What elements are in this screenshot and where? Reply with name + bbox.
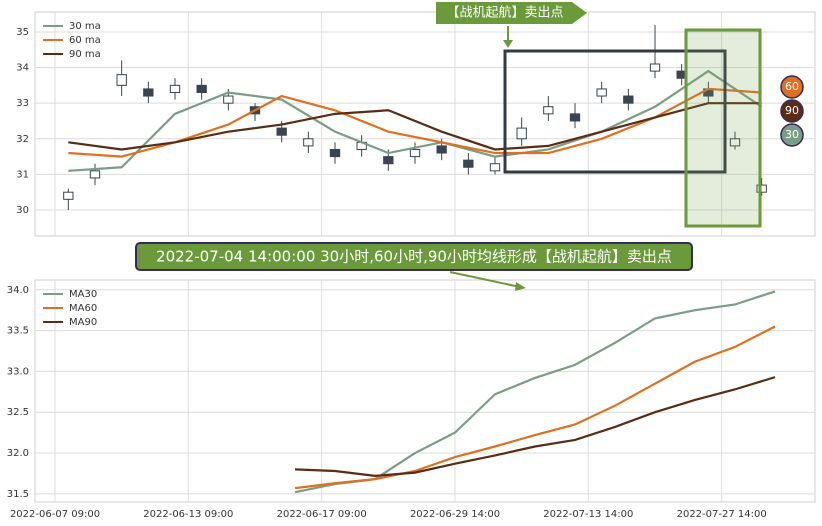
x-tick-label: 2022-06-29 14:00 [410, 509, 500, 520]
candle-body [223, 95, 234, 104]
candle-body [756, 184, 767, 193]
candle-body [196, 84, 207, 93]
candle-body [436, 145, 447, 154]
candle-body [383, 156, 394, 165]
annotation: 2022-07-04 14:00:00 30小时,60小时,90小时均线形成【战… [156, 248, 672, 266]
y-tick-label: 35 [16, 27, 29, 38]
x-tick-label: 2022-07-13 14:00 [543, 509, 633, 520]
y-tick-label: 31 [16, 169, 29, 180]
candle-body [516, 127, 527, 140]
y-tick-label: 32.5 [7, 407, 29, 418]
annotation: 【战机起航】卖出点 [446, 5, 563, 21]
plot-frame [34, 279, 816, 503]
candle-body [276, 127, 287, 136]
y-tick-label: 32 [16, 134, 29, 145]
legend-label: MA90 [69, 317, 97, 328]
candle-body [463, 159, 474, 168]
candle-body [729, 138, 741, 147]
candle-body [596, 88, 607, 97]
legend-label: MA30 [69, 289, 97, 300]
candle-body [543, 106, 554, 115]
ma-line [68, 69, 763, 172]
legend-label: 90 ma [69, 49, 101, 60]
ma-line [68, 87, 762, 158]
candle-body [143, 88, 154, 97]
candle-body [649, 63, 661, 72]
end-badge [780, 99, 804, 123]
banner [135, 242, 693, 271]
y-tick-label: 33.5 [7, 326, 29, 337]
x-tick-label: 2022-07-27 14:00 [677, 509, 767, 520]
x-tick-label: 2022-06-13 09:00 [143, 509, 233, 520]
candle-body [489, 163, 501, 172]
plot-frame [34, 11, 816, 237]
highlight-box [684, 28, 762, 228]
ma-line [294, 376, 776, 477]
x-tick-label: 2022-06-17 09:00 [277, 509, 367, 520]
y-tick-label: 34 [16, 63, 29, 74]
candle-body [329, 148, 341, 158]
candle-body [116, 74, 127, 86]
end-label: 90 [785, 104, 799, 117]
end-label: 30 [785, 128, 799, 141]
candle-body [409, 148, 421, 158]
candle-body [63, 191, 74, 200]
banner [436, 2, 587, 24]
ma-line [294, 325, 776, 490]
end-badge [780, 75, 804, 99]
y-tick-label: 33 [16, 98, 29, 109]
legend-label: 60 ma [69, 35, 101, 46]
ma-line [68, 102, 762, 151]
y-tick-label: 32.0 [7, 448, 29, 459]
legend-label: 30 ma [69, 21, 101, 32]
y-tick-label: 30 [16, 205, 29, 216]
highlight-box [503, 49, 727, 174]
arrow [503, 40, 513, 48]
end-badge [780, 123, 804, 147]
candle-body [623, 95, 634, 104]
arrow [449, 271, 521, 288]
y-tick-label: 34.0 [7, 285, 29, 296]
y-tick-label: 33.0 [7, 366, 29, 377]
x-tick-label: 2022-06-07 09:00 [10, 509, 100, 520]
ma-line [294, 290, 776, 494]
candle-body [169, 84, 181, 93]
legend-label: MA60 [69, 303, 97, 314]
candle-body [569, 113, 581, 122]
candle-body [303, 138, 314, 147]
arrow [515, 282, 526, 291]
candle-body [89, 170, 101, 179]
end-label: 60 [785, 80, 799, 93]
y-tick-label: 31.5 [7, 489, 29, 500]
